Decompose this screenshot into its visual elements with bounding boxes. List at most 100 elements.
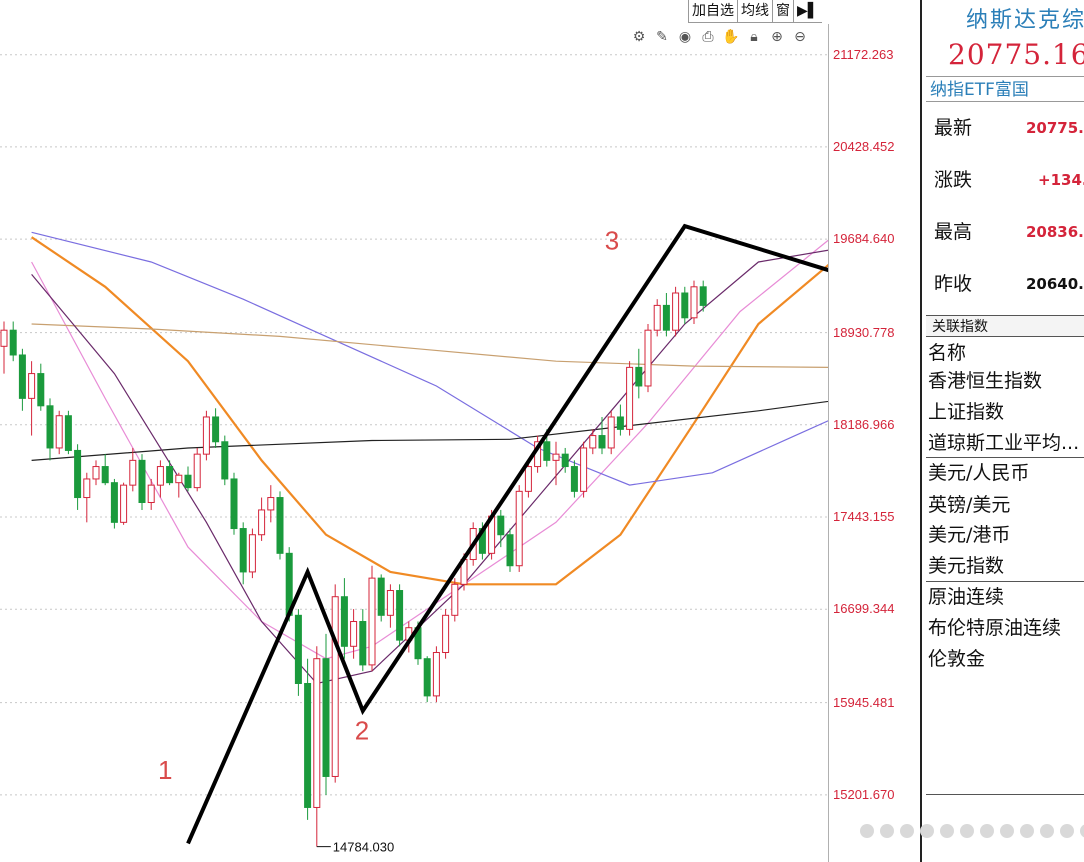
- candle-down: [230, 478, 238, 530]
- candle-down: [359, 621, 367, 666]
- candle-down: [543, 441, 551, 461]
- watermark-dot: [1080, 824, 1084, 838]
- eye-icon[interactable]: ◉: [678, 29, 692, 45]
- gear-icon[interactable]: ⚙: [632, 29, 646, 45]
- window-button[interactable]: 窗: [772, 0, 793, 22]
- related-index-item[interactable]: 原油连续: [928, 586, 1005, 608]
- add-watchlist-button[interactable]: 加自选: [688, 0, 737, 22]
- related-index-item[interactable]: 伦敦金: [928, 648, 986, 670]
- quote-table: 最新 20775.1 涨跌 +134.8 最高 20836.0 昨收 20640.3: [926, 103, 1084, 313]
- candle-down: [377, 577, 385, 616]
- candle-up: [28, 373, 36, 399]
- index-price: 20775.160: [948, 38, 1084, 71]
- related-index-item[interactable]: 美元指数: [928, 555, 1005, 577]
- candle-down: [681, 292, 689, 319]
- wave-label: 3: [605, 226, 619, 256]
- lock-icon[interactable]: 🔒︎: [750, 29, 758, 45]
- related-index-header: 关联指数: [926, 315, 1084, 337]
- related-index-item[interactable]: 道琼斯工业平均...: [928, 432, 1080, 454]
- hand-icon[interactable]: ✋: [722, 29, 740, 45]
- watermark-dot: [960, 824, 974, 838]
- moving-average-line: [31, 323, 828, 368]
- print-icon[interactable]: ⎙: [702, 29, 714, 45]
- candle-up: [432, 652, 440, 697]
- chart-tool-icons: ⚙ ✎ ◉ ⎙ ✋ 🔒︎ ⊕ ⊖: [630, 28, 809, 46]
- watermark-dot: [1020, 824, 1034, 838]
- related-index-item[interactable]: 美元/港币: [928, 524, 1011, 546]
- quote-value: 20836.0: [1026, 223, 1084, 241]
- candle-down: [635, 366, 643, 387]
- candle-down: [396, 590, 404, 641]
- y-tick-label: 17443.155: [833, 508, 895, 524]
- quote-row: 昨收 20640.3: [932, 259, 1084, 309]
- related-index-item[interactable]: 上证指数: [928, 401, 1005, 423]
- moving-average-line: [31, 249, 828, 685]
- moving-average-button[interactable]: 均线: [737, 0, 772, 22]
- wave-label: 1: [158, 755, 172, 785]
- quote-row: 涨跌 +134.8: [932, 155, 1084, 205]
- watermark-dot: [1000, 824, 1014, 838]
- candle-up: [672, 292, 680, 331]
- candle-up: [258, 509, 266, 536]
- pen-icon[interactable]: ✎: [656, 29, 668, 45]
- zoom-in-icon[interactable]: ⊕: [771, 29, 783, 45]
- watermark-dot: [880, 824, 894, 838]
- candle-up: [156, 466, 164, 486]
- candle-up: [653, 304, 661, 331]
- candle-down: [138, 459, 146, 504]
- y-tick-label: 19684.640: [833, 231, 895, 247]
- candle-up: [626, 366, 634, 430]
- watermark-dot: [920, 824, 934, 838]
- quote-value: +134.8: [1038, 171, 1084, 189]
- candle-down: [506, 534, 514, 567]
- watermark-dot: [1040, 824, 1054, 838]
- watermark-dot: [1060, 824, 1074, 838]
- candle-up: [83, 478, 91, 499]
- chart-toolbar: 加自选 均线 窗 ▶▌: [688, 0, 822, 23]
- watermark-dot: [980, 824, 994, 838]
- candle-down: [212, 416, 220, 443]
- watermark-dot: [940, 824, 954, 838]
- moving-average-line: [31, 400, 828, 461]
- related-index-item[interactable]: 布伦特原油连续: [928, 617, 1062, 639]
- wave-path: [186, 223, 828, 845]
- quote-panel: 纳斯达克综 20775.160 纳指ETF富国 最新 20775.1 涨跌 +134.…: [920, 0, 1084, 862]
- candle-down: [46, 405, 54, 449]
- candle-down: [497, 515, 505, 536]
- moving-average-line: [30, 236, 828, 586]
- watermark-dot: [900, 824, 914, 838]
- candle-up: [589, 435, 597, 449]
- candle-down: [276, 497, 284, 554]
- candle-down: [37, 373, 45, 407]
- related-index-item[interactable]: 香港恒生指数: [928, 370, 1043, 392]
- candle-up: [92, 466, 100, 480]
- candle-up: [129, 459, 137, 486]
- candle-down: [9, 329, 17, 356]
- candle-down: [304, 682, 312, 808]
- related-divider: [926, 794, 1084, 795]
- candle-down: [699, 286, 707, 306]
- candle-up: [147, 484, 155, 504]
- candle-up: [202, 416, 210, 455]
- etf-name[interactable]: 纳指ETF富国: [926, 76, 1084, 102]
- candle-down: [662, 304, 670, 331]
- candle-down: [110, 482, 118, 523]
- candle-down: [239, 528, 247, 573]
- zoom-out-icon[interactable]: ⊖: [794, 29, 806, 45]
- low-price-label: 14784.030: [333, 840, 394, 855]
- related-index-item[interactable]: 英镑/美元: [928, 494, 1011, 516]
- moving-average-line: [31, 231, 828, 486]
- wave-label: 2: [355, 715, 369, 745]
- candle-down: [221, 441, 229, 480]
- candle-up: [120, 484, 128, 523]
- related-index-item[interactable]: 美元/人民币: [928, 462, 1030, 484]
- kline-svg[interactable]: 14784.03020836.04012345: [0, 0, 828, 862]
- candle-up: [644, 329, 652, 387]
- collapse-panel-icon[interactable]: ▶▌: [793, 0, 822, 22]
- candle-down: [294, 614, 302, 684]
- candle-up: [552, 453, 560, 461]
- candle-up: [175, 474, 183, 484]
- candle-up: [248, 534, 256, 573]
- candle-down: [570, 466, 578, 492]
- kline-chart[interactable]: 14784.03020836.04012345: [0, 0, 828, 862]
